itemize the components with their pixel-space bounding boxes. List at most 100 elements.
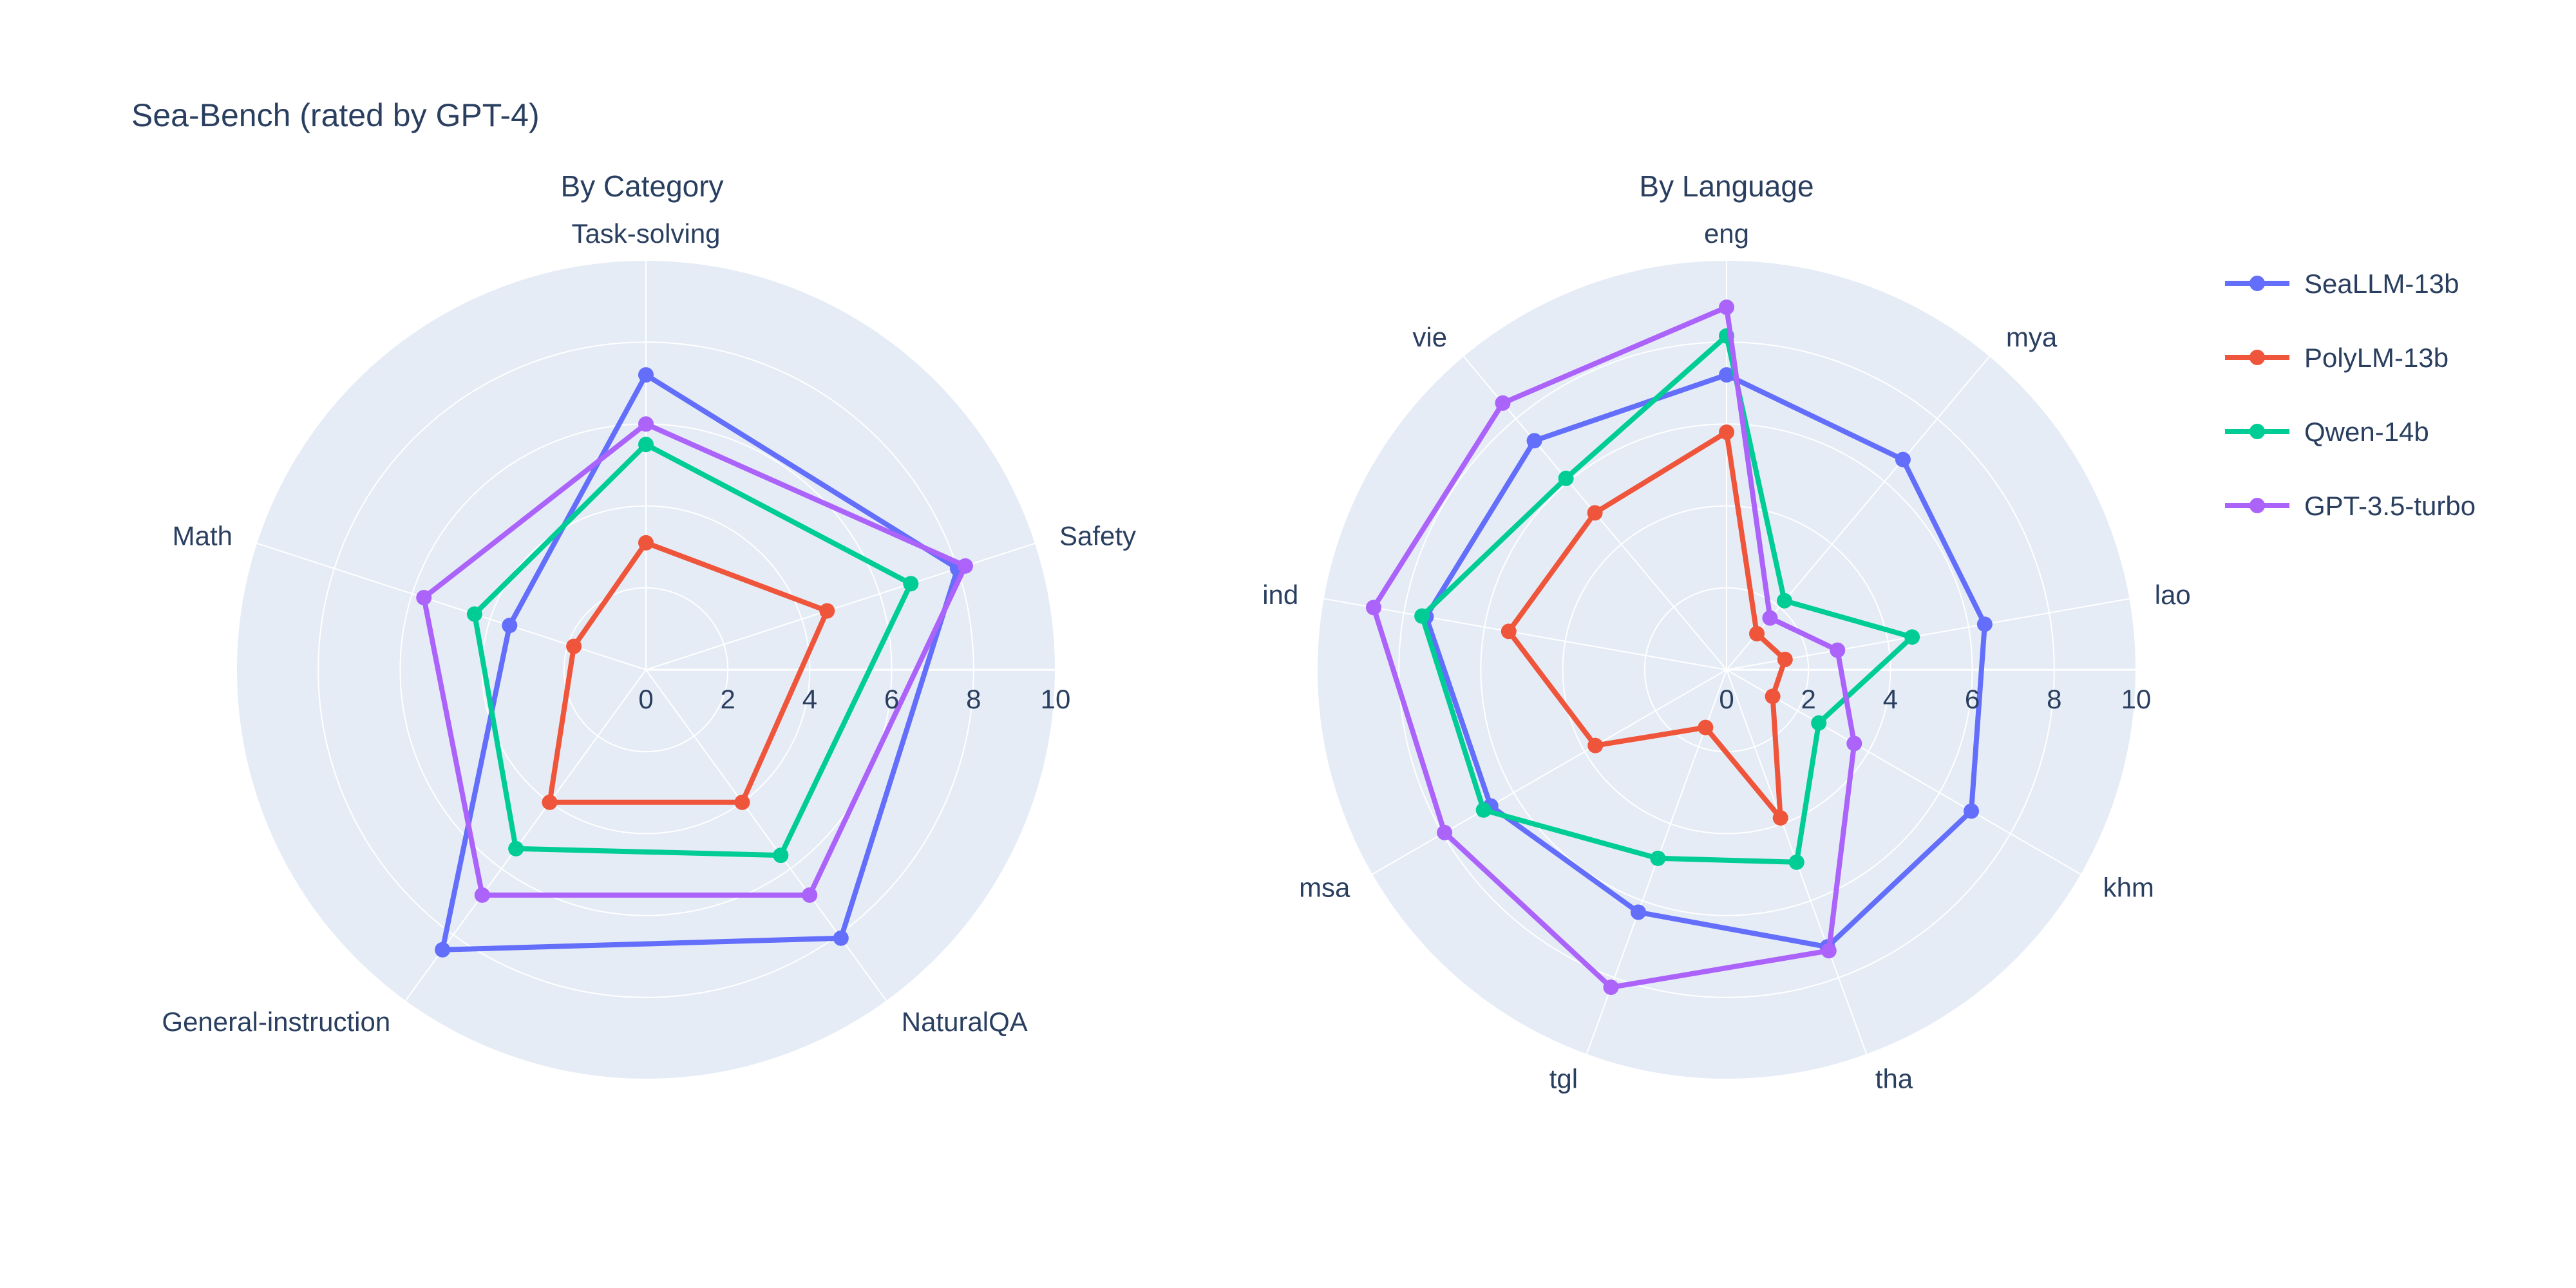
radial-tick-label-2: 2 xyxy=(721,684,735,714)
data-point-Qwen-14b-NaturalQA xyxy=(773,848,789,864)
legend-item-Qwen-14b[interactable]: Qwen-14b xyxy=(2225,417,2429,447)
legend-marker-dot xyxy=(2249,424,2265,439)
category-label-vie: vie xyxy=(1412,322,1447,352)
data-point-PolyLM-13b-NaturalQA xyxy=(734,794,750,810)
legend-label: SeaLLM-13b xyxy=(2304,269,2459,299)
legend-label: Qwen-14b xyxy=(2304,417,2429,447)
series-line-SeaLLM-13b xyxy=(440,372,960,952)
data-point-Qwen-14b-General-instruction xyxy=(508,840,524,857)
data-point-Qwen-14b-tgl xyxy=(1650,850,1666,866)
data-point-GPT-3.5-turbo-lao xyxy=(1830,642,1846,658)
data-point-PolyLM-13b-Safety xyxy=(819,603,835,619)
data-point-GPT-3.5-turbo-NaturalQA xyxy=(802,887,818,903)
series-line-SeaLLM-13b xyxy=(1423,372,1987,950)
radial-tick-label-4: 4 xyxy=(1883,684,1898,714)
data-point-PolyLM-13b-General-instruction xyxy=(542,794,558,810)
category-label-eng: eng xyxy=(1704,218,1749,249)
data-point-PolyLM-13b-eng xyxy=(1719,424,1734,440)
data-point-Qwen-14b-msa xyxy=(1475,802,1492,818)
data-point-SeaLLM-13b-vie xyxy=(1526,433,1542,449)
data-point-GPT-3.5-turbo-Math xyxy=(416,589,432,605)
radial-tick-label-10: 10 xyxy=(1041,684,1071,714)
legend-marker-dot xyxy=(2249,276,2265,291)
category-label-tgl: tgl xyxy=(1549,1063,1578,1094)
data-point-SeaLLM-13b-eng xyxy=(1719,367,1734,383)
data-point-SeaLLM-13b-NaturalQA xyxy=(833,930,849,946)
radial-tick-label-10: 10 xyxy=(2121,684,2152,714)
category-label-mya: mya xyxy=(2006,322,2058,352)
angular-spoke-NaturalQA xyxy=(645,669,887,1002)
series-line-Qwen-14b xyxy=(1419,333,1915,865)
data-point-SeaLLM-13b-General-instruction xyxy=(435,942,451,958)
series-line-GPT-3.5-turbo xyxy=(1371,305,1857,990)
angular-spoke-lao xyxy=(1726,598,2130,670)
legend-label: PolyLM-13b xyxy=(2304,343,2448,373)
figure-title: Sea-Bench (rated by GPT-4) xyxy=(131,97,540,133)
data-point-PolyLM-13b-Math xyxy=(566,638,582,654)
series-line-Qwen-14b xyxy=(471,442,914,858)
data-point-GPT-3.5-turbo-vie xyxy=(1495,395,1511,411)
data-point-SeaLLM-13b-mya xyxy=(1895,451,1911,468)
data-point-GPT-3.5-turbo-Safety xyxy=(957,558,973,574)
legend: SeaLLM-13b PolyLM-13b Qwen-14b GPT-3.5-turb… xyxy=(2225,269,2476,521)
data-point-GPT-3.5-turbo-msa xyxy=(1437,824,1453,840)
data-point-GPT-3.5-turbo-tha xyxy=(1821,943,1837,959)
radial-tick-label-8: 8 xyxy=(2047,684,2061,714)
data-point-GPT-3.5-turbo-tgl xyxy=(1603,980,1619,996)
data-point-GPT-3.5-turbo-General-instruction xyxy=(474,887,490,903)
data-point-Qwen-14b-lao xyxy=(1904,629,1920,645)
data-point-Qwen-14b-khm xyxy=(1811,715,1827,731)
legend-item-GPT-3.5-turbo[interactable]: GPT-3.5-turbo xyxy=(2225,491,2476,521)
data-point-GPT-3.5-turbo-mya xyxy=(1762,610,1778,626)
data-point-Qwen-14b-mya xyxy=(1776,592,1792,609)
data-point-Qwen-14b-Math xyxy=(466,606,482,622)
data-point-SeaLLM-13b-lao xyxy=(1976,616,1993,632)
angular-spoke-ind xyxy=(1323,598,1727,670)
data-point-PolyLM-13b-lao xyxy=(1777,651,1793,667)
data-point-PolyLM-13b-msa xyxy=(1587,737,1604,753)
legend-marker-dot xyxy=(2249,350,2265,365)
subplot-title-by-category: By Category xyxy=(560,169,724,203)
data-point-PolyLM-13b-ind xyxy=(1501,623,1517,639)
series-line-PolyLM-13b xyxy=(1506,430,1788,821)
series-markers-GPT-3.5-turbo xyxy=(416,416,973,903)
angular-spoke-khm xyxy=(1726,669,2082,875)
angular-spoke-msa xyxy=(1371,669,1727,875)
radial-tick-label-0: 0 xyxy=(638,684,653,714)
legend-item-PolyLM-13b[interactable]: PolyLM-13b xyxy=(2225,343,2448,373)
data-point-SeaLLM-13b-Task-solving xyxy=(638,367,654,383)
data-point-PolyLM-13b-khm xyxy=(1765,688,1781,705)
data-point-GPT-3.5-turbo-khm xyxy=(1846,735,1862,752)
data-point-GPT-3.5-turbo-eng xyxy=(1719,299,1734,316)
data-point-PolyLM-13b-tha xyxy=(1772,810,1788,826)
data-point-PolyLM-13b-vie xyxy=(1587,505,1603,521)
data-point-Qwen-14b-Task-solving xyxy=(638,437,654,453)
category-label-tha: tha xyxy=(1875,1063,1913,1094)
category-label-Task-solving: Task-solving xyxy=(571,218,720,249)
category-label-Safety: Safety xyxy=(1059,520,1136,551)
category-label-General-instruction: General-instruction xyxy=(162,1007,390,1037)
data-point-PolyLM-13b-Task-solving xyxy=(638,535,654,551)
data-point-PolyLM-13b-mya xyxy=(1749,625,1765,641)
category-label-ind: ind xyxy=(1262,580,1298,610)
subplot-title-by-language: By Language xyxy=(1639,169,1814,203)
legend-label: GPT-3.5-turbo xyxy=(2304,491,2476,521)
data-point-GPT-3.5-turbo-ind xyxy=(1365,600,1381,616)
radial-tick-label-8: 8 xyxy=(966,684,981,714)
radar-by-language: 0 2 4 6 8 10 eng mya lao khm tha tgl msa ind vie xyxy=(1262,218,2191,1094)
legend-item-SeaLLM-13b[interactable]: SeaLLM-13b xyxy=(2225,269,2459,299)
data-point-SeaLLM-13b-tgl xyxy=(1630,904,1646,920)
series-line-PolyLM-13b xyxy=(547,540,830,805)
radial-tick-label-4: 4 xyxy=(802,684,817,714)
data-point-Qwen-14b-ind xyxy=(1414,608,1430,624)
category-label-lao: lao xyxy=(2155,580,2191,610)
series-markers-PolyLM-13b xyxy=(542,535,835,810)
radial-tick-label-6: 6 xyxy=(884,684,899,714)
category-label-msa: msa xyxy=(1299,873,1350,903)
data-point-Qwen-14b-tha xyxy=(1788,854,1804,870)
category-label-khm: khm xyxy=(2103,873,2154,903)
data-point-Qwen-14b-Safety xyxy=(903,576,919,592)
series-markers-Qwen-14b xyxy=(1414,328,1920,870)
data-point-Qwen-14b-vie xyxy=(1558,470,1574,486)
